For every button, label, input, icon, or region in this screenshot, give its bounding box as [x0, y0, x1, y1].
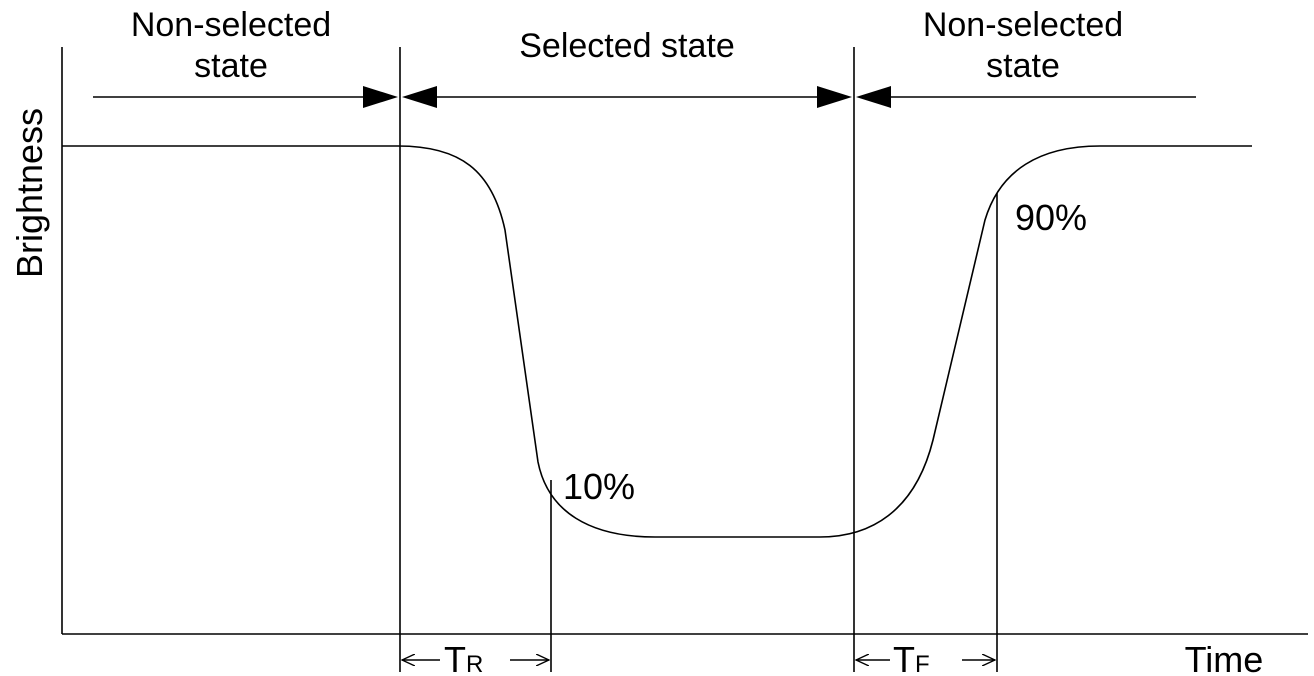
tf-label-sub: F	[915, 651, 930, 676]
arrowhead-right-range-start	[856, 86, 891, 108]
arrowhead-left-range-end	[363, 86, 398, 108]
tr-label-main: T	[444, 639, 466, 676]
brightness-curve	[62, 145, 1252, 538]
non-selected-left-label: Non-selected	[131, 6, 331, 44]
tf-label-bg	[890, 640, 962, 674]
tr-label-bg	[440, 640, 510, 674]
tr-label: TR	[444, 639, 483, 676]
tr-label-sub: R	[466, 651, 483, 676]
ten-percent-label: 10%	[563, 466, 635, 507]
non-selected-left-label-line2: state	[194, 47, 268, 85]
tf-label: TF	[893, 639, 930, 676]
non-selected-right-label-line2: state	[986, 47, 1060, 85]
y-axis-label: Brightness	[9, 108, 50, 278]
arrowhead-selected-start	[402, 86, 437, 108]
non-selected-right-label: Non-selected	[923, 6, 1123, 44]
arrowhead-selected-end	[817, 86, 852, 108]
x-axis-label: Time	[1185, 639, 1264, 676]
ninety-percent-label: 90%	[1015, 197, 1087, 238]
tf-label-main: T	[893, 639, 915, 676]
selected-state-label: Selected state	[519, 27, 734, 65]
